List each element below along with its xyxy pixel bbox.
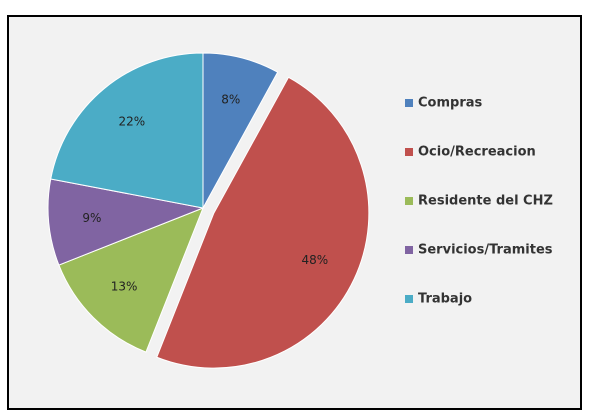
- legend-label: Trabajo: [418, 292, 472, 307]
- data-label: 22%: [119, 115, 146, 129]
- pie-slice: [156, 76, 370, 369]
- legend-swatch: [405, 295, 413, 303]
- legend-label: Ocio/Recreacion: [418, 145, 536, 160]
- legend-swatch: [405, 99, 413, 107]
- data-label: 9%: [82, 211, 101, 225]
- legend-label: Servicios/Tramites: [418, 243, 553, 258]
- legend-label: Residente del CHZ: [418, 194, 553, 209]
- data-label: 8%: [221, 92, 240, 106]
- legend-swatch: [405, 197, 413, 205]
- legend-swatch: [405, 148, 413, 156]
- legend-label: Compras: [418, 96, 483, 111]
- legend-swatch: [405, 246, 413, 254]
- data-label: 48%: [302, 253, 329, 267]
- data-label: 13%: [111, 279, 138, 293]
- pie-slice: [47, 178, 205, 266]
- pie-slice: [58, 207, 204, 353]
- pie-slice: [50, 52, 204, 209]
